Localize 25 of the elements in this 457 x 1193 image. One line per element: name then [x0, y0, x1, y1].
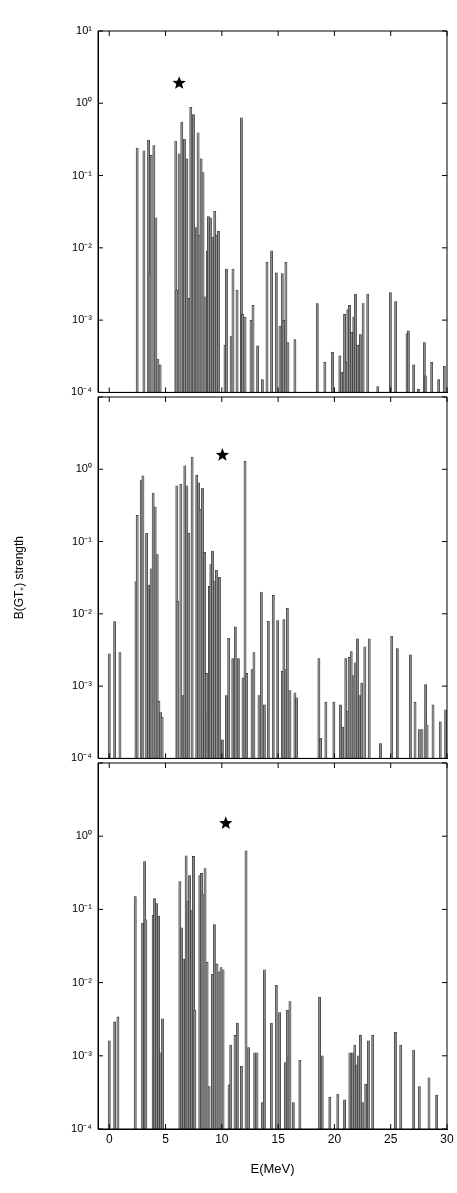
x-tick-label: 0: [105, 1131, 113, 1146]
y-tick-label: 10⁻³: [72, 313, 93, 326]
x-tick-label: 5: [162, 1131, 170, 1146]
y-tick-label: 10⁻⁴: [71, 385, 93, 398]
y-tick-label: 10⁻¹: [72, 168, 93, 181]
y-tick-label: 10⁻⁴: [71, 1122, 93, 1135]
y-tick-label: 10⁻²: [72, 606, 93, 619]
y-tick-label: 10⁻¹: [72, 902, 93, 915]
y-tick-label: 10⁻²: [72, 975, 93, 988]
y-tick-label: 10¹: [76, 24, 93, 37]
y-axis-title: B(GT₊) strength: [11, 536, 26, 620]
y-tick-label: 10⁰: [75, 462, 92, 475]
y-tick-label: 10⁻³: [72, 679, 93, 692]
x-tick-label: 10: [215, 1131, 229, 1146]
x-tick-label: 20: [327, 1131, 342, 1146]
y-tick-label: 10⁻⁴: [71, 751, 93, 764]
y-tick-label: 10⁰: [75, 829, 92, 842]
y-tick-label: 10⁻¹: [72, 534, 93, 547]
x-tick-label: 25: [384, 1131, 398, 1146]
x-tick-label: 30: [440, 1131, 454, 1146]
x-tick-label: 15: [271, 1131, 286, 1146]
y-tick-label: 10⁻³: [72, 1048, 93, 1061]
y-tick-label: 10⁻²: [72, 240, 93, 253]
x-axis-title: E(MeV): [250, 1160, 295, 1176]
y-tick-label: 10⁰: [75, 96, 92, 109]
